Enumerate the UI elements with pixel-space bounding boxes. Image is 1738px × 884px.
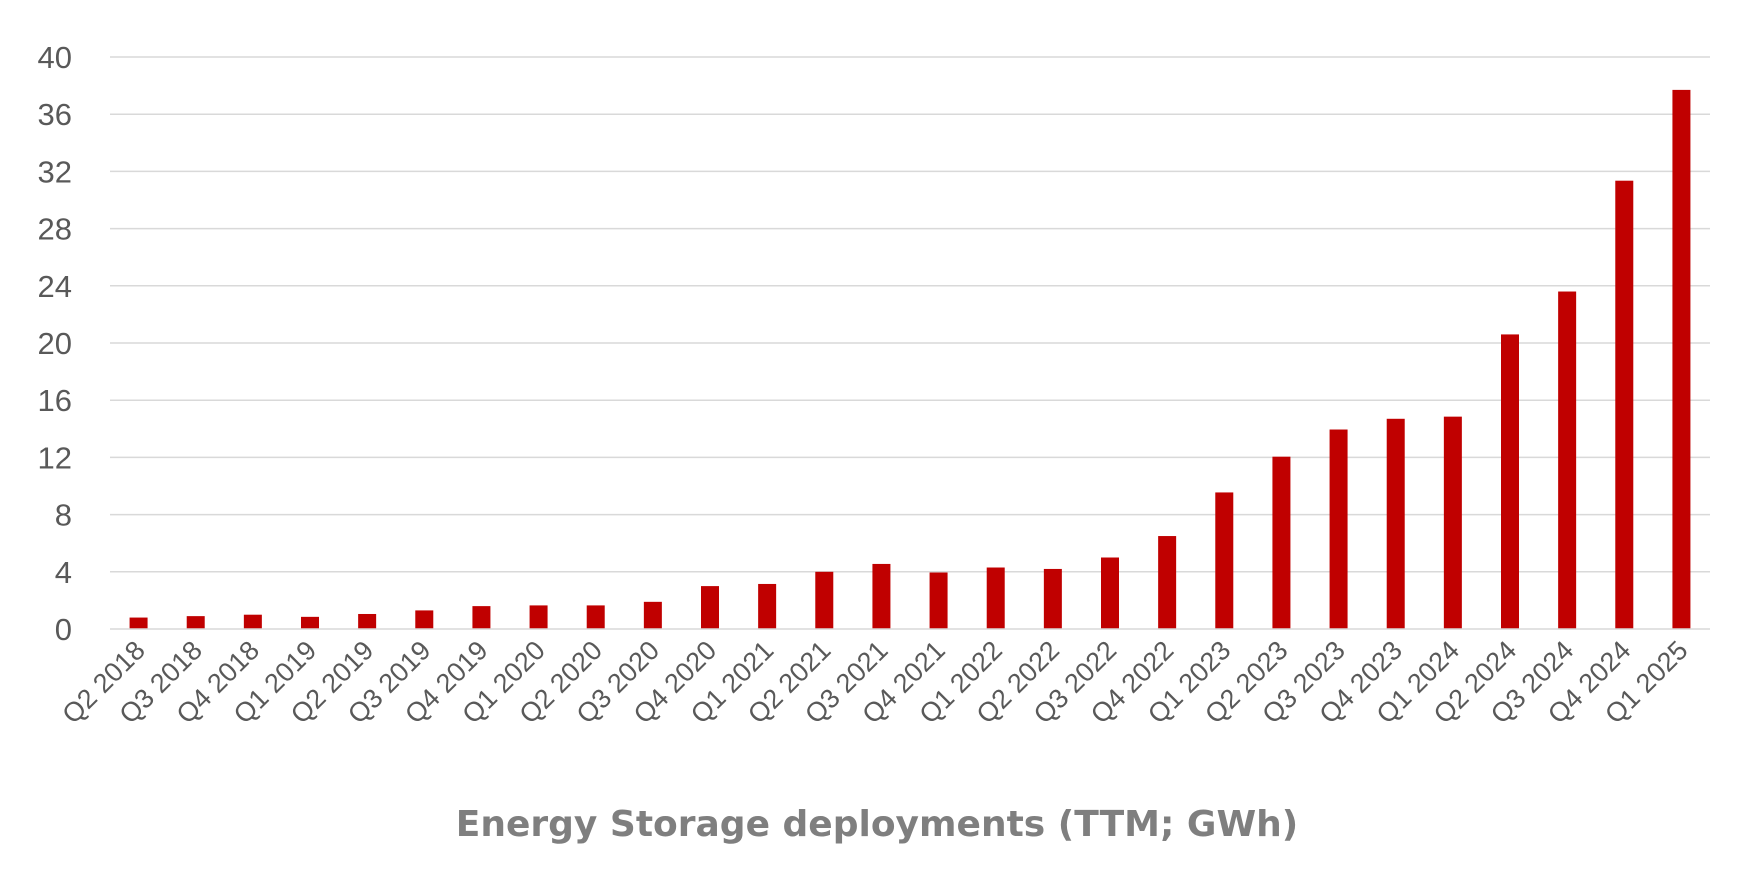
bar — [1101, 557, 1119, 629]
bar — [929, 572, 948, 629]
bar — [186, 616, 205, 629]
y-tick-label: 40 — [38, 40, 72, 75]
bar — [1215, 492, 1234, 629]
bar — [1615, 180, 1634, 629]
gridlines — [110, 56, 1710, 573]
bar — [872, 563, 891, 629]
y-tick-label: 4 — [55, 555, 72, 590]
x-axis-title: Energy Storage deployments (TTM; GWh) — [456, 804, 1299, 845]
bars — [129, 89, 1691, 629]
bar — [1558, 291, 1577, 629]
bar — [358, 613, 377, 629]
bar — [529, 605, 548, 629]
y-tick-label: 24 — [38, 269, 72, 304]
bar — [1672, 89, 1691, 629]
bar — [1043, 568, 1062, 629]
y-tick-label: 16 — [38, 383, 72, 418]
bar — [129, 617, 148, 629]
y-axis-tick-labels: 0 4 8 12 16 20 24 28 32 36 40 — [38, 40, 72, 647]
bar — [758, 583, 777, 629]
bar — [1501, 334, 1519, 629]
bar — [701, 586, 719, 629]
bar — [1386, 418, 1405, 629]
bar — [1443, 416, 1462, 629]
bar — [1329, 429, 1348, 629]
bar — [815, 571, 834, 629]
y-tick-label: 0 — [55, 612, 72, 647]
bar — [243, 614, 262, 629]
bar — [472, 606, 491, 629]
bar — [1158, 536, 1177, 629]
y-tick-label: 12 — [38, 440, 72, 475]
bar — [643, 601, 662, 629]
y-tick-label: 32 — [38, 154, 72, 189]
bar — [415, 610, 434, 629]
bar — [301, 616, 319, 629]
y-tick-label: 8 — [55, 498, 72, 533]
bar — [1272, 456, 1291, 629]
y-tick-label: 20 — [38, 326, 72, 361]
y-tick-label: 36 — [38, 97, 72, 132]
y-tick-label: 28 — [38, 212, 72, 247]
bar — [986, 567, 1005, 629]
bar — [586, 605, 605, 629]
